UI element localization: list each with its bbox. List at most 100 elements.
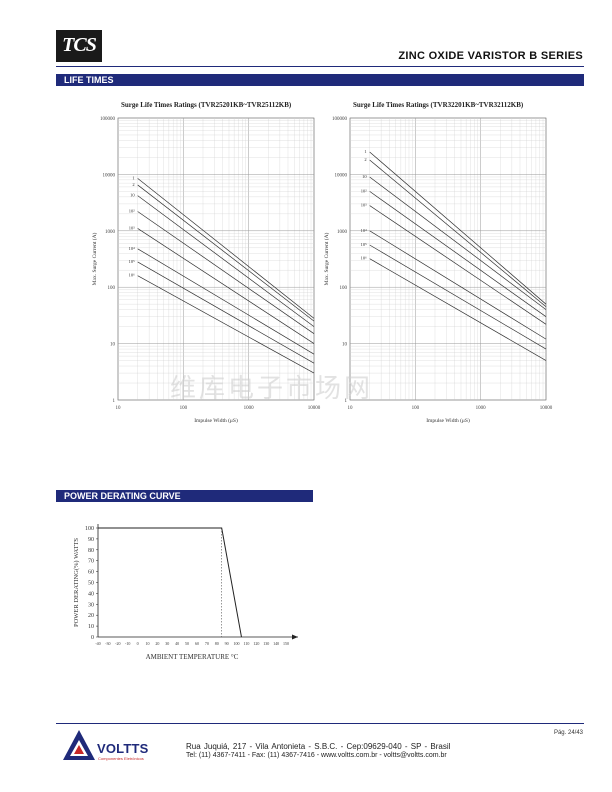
power-derating-chart: 0 10 20 30 40 50 60 70 80 90 100 -40 -30 -20 -10 0 10 20 3… [73, 524, 298, 661]
x-tick-label: 120 [253, 641, 259, 646]
y-tick-label: 0 [91, 635, 94, 641]
x-tick-label: 10 [145, 641, 149, 646]
series-label: 10⁵ [361, 242, 368, 247]
series-label: 10³ [361, 203, 368, 208]
x-tick-label: 1000 [476, 406, 487, 411]
series-line [137, 248, 315, 355]
x-tick-label: 80 [215, 641, 219, 646]
x-tick-label: 100 [412, 406, 420, 411]
power-derating-section-bar: POWER DERATING CURVE [56, 490, 313, 502]
y-tick-label: 100000 [100, 117, 116, 122]
tcs-logo: TCS [56, 30, 102, 62]
series-line [369, 244, 547, 350]
x-tick-label: 60 [195, 641, 199, 646]
x-tick-label: 30 [165, 641, 169, 646]
series-line [369, 258, 547, 361]
y-tick-label: 30 [88, 602, 94, 608]
y-tick-label: 1000 [337, 230, 348, 235]
y-axis-label: Max. Surge Current (A) [323, 232, 330, 285]
footer-contacts: Tel: (11) 4367-7411 - Fax: (11) 4367-741… [186, 752, 447, 759]
y-tick-label: 40 [88, 591, 94, 597]
voltts-logo-icon [63, 730, 95, 760]
series-line [369, 151, 547, 305]
series-line [369, 176, 547, 310]
x-axis-arrow [292, 634, 298, 640]
chart1-title: Surge Life Times Ratings (TVR25201KB~TVR… [121, 101, 292, 109]
y-tick-label: 50 [88, 581, 94, 587]
x-tick-label: 90 [225, 641, 229, 646]
footer-rule [56, 723, 584, 724]
series-label: 10⁴ [361, 228, 368, 233]
y-axis-label: POWER DERATING(%) WATTS [73, 538, 80, 627]
footer-address: Rua Juquiá, 217 - Vila Antonieta - S.B.C… [186, 742, 451, 751]
y-tick-label: 70 [88, 559, 94, 565]
tcs-logo-text: TCS [62, 34, 97, 56]
series-line [137, 275, 315, 374]
y-tick-label: 1 [345, 399, 348, 404]
x-tick-label: 150 [283, 641, 289, 646]
x-tick-label: -40 [95, 641, 100, 646]
page-number: Pág. 24/43 [553, 730, 583, 736]
voltts-company-name: VOLTTS [97, 741, 149, 756]
x-tick-label: 0 [137, 641, 139, 646]
chart2-title: Surge Life Times Ratings (TVR32201KB~TVR… [353, 101, 524, 109]
life-times-section-bar: LIFE TIMES [56, 74, 584, 86]
y-tick-label: 80 [88, 548, 94, 554]
y-tick-label: 1 [113, 399, 116, 404]
x-tick-label: 10000 [540, 406, 553, 411]
series-label: 1 [364, 149, 366, 154]
series-label: 2 [364, 157, 366, 162]
series-label: 10³ [129, 225, 136, 230]
y-tick-label: 20 [88, 613, 94, 619]
x-axis-label: Impulse Width (μS) [194, 417, 238, 424]
y-tick-label: 1000 [105, 230, 116, 235]
y-tick-label: 90 [88, 537, 94, 543]
series-line [137, 178, 315, 319]
x-axis-label: AMBIENT TEMPERATURE °C [146, 653, 239, 661]
y-tick-label: 10 [110, 343, 116, 348]
y-tick-label: 100 [108, 286, 116, 291]
series-label: 10² [129, 208, 136, 213]
x-tick-label: 70 [205, 641, 209, 646]
x-tick-label: 1000 [244, 406, 255, 411]
series-title: ZINC OXIDE VARISTOR B SERIES [398, 50, 583, 62]
y-tick-label: 10000 [103, 173, 116, 178]
derating-curve [98, 527, 242, 638]
series-label: 1 [132, 175, 134, 180]
x-tick-label: 50 [185, 641, 189, 646]
series-label: 10 [362, 174, 367, 179]
power-derating-heading: POWER DERATING CURVE [64, 491, 181, 501]
voltts-company-subtitle: Componentes Eletrônicos [98, 756, 144, 761]
series-line [137, 211, 315, 334]
y-tick-label: 10 [342, 343, 348, 348]
x-tick-label: 10000 [308, 406, 321, 411]
x-tick-label: 110 [243, 641, 249, 646]
series-line [369, 230, 547, 340]
x-tick-label: -30 [105, 641, 110, 646]
series-line [137, 228, 315, 344]
y-tick-label: 60 [88, 570, 94, 576]
series-label: 10⁶ [361, 256, 368, 261]
y-tick-label: 100 [85, 526, 94, 532]
life-times-heading: LIFE TIMES [64, 75, 114, 85]
series-label: 10 [130, 193, 135, 198]
series-line [369, 159, 547, 308]
series-line [369, 191, 547, 317]
x-tick-label: -20 [115, 641, 120, 646]
series-label: 10⁵ [129, 259, 136, 264]
x-axis-label: Impulse Width (μS) [426, 417, 470, 424]
series-label: 10² [361, 188, 368, 193]
x-tick-label: -10 [125, 641, 130, 646]
y-tick-label: 100000 [332, 117, 348, 122]
header-rule [56, 66, 584, 67]
y-tick-label: 100 [340, 286, 348, 291]
surge-life-chart-32: 10 100 1000 10000 1 10 100 1000 10000 100000 Impul… [323, 117, 553, 424]
y-tick-label: 10000 [335, 173, 348, 178]
plot-frame [349, 117, 547, 401]
y-tick-label: 10 [88, 624, 94, 630]
series-line [137, 195, 315, 327]
x-tick-label: 130 [263, 641, 269, 646]
y-axis-label: Max. Surge Current (A) [91, 232, 98, 285]
series-label: 10⁴ [129, 246, 136, 251]
watermark: 维库电子市场网 [170, 374, 374, 404]
